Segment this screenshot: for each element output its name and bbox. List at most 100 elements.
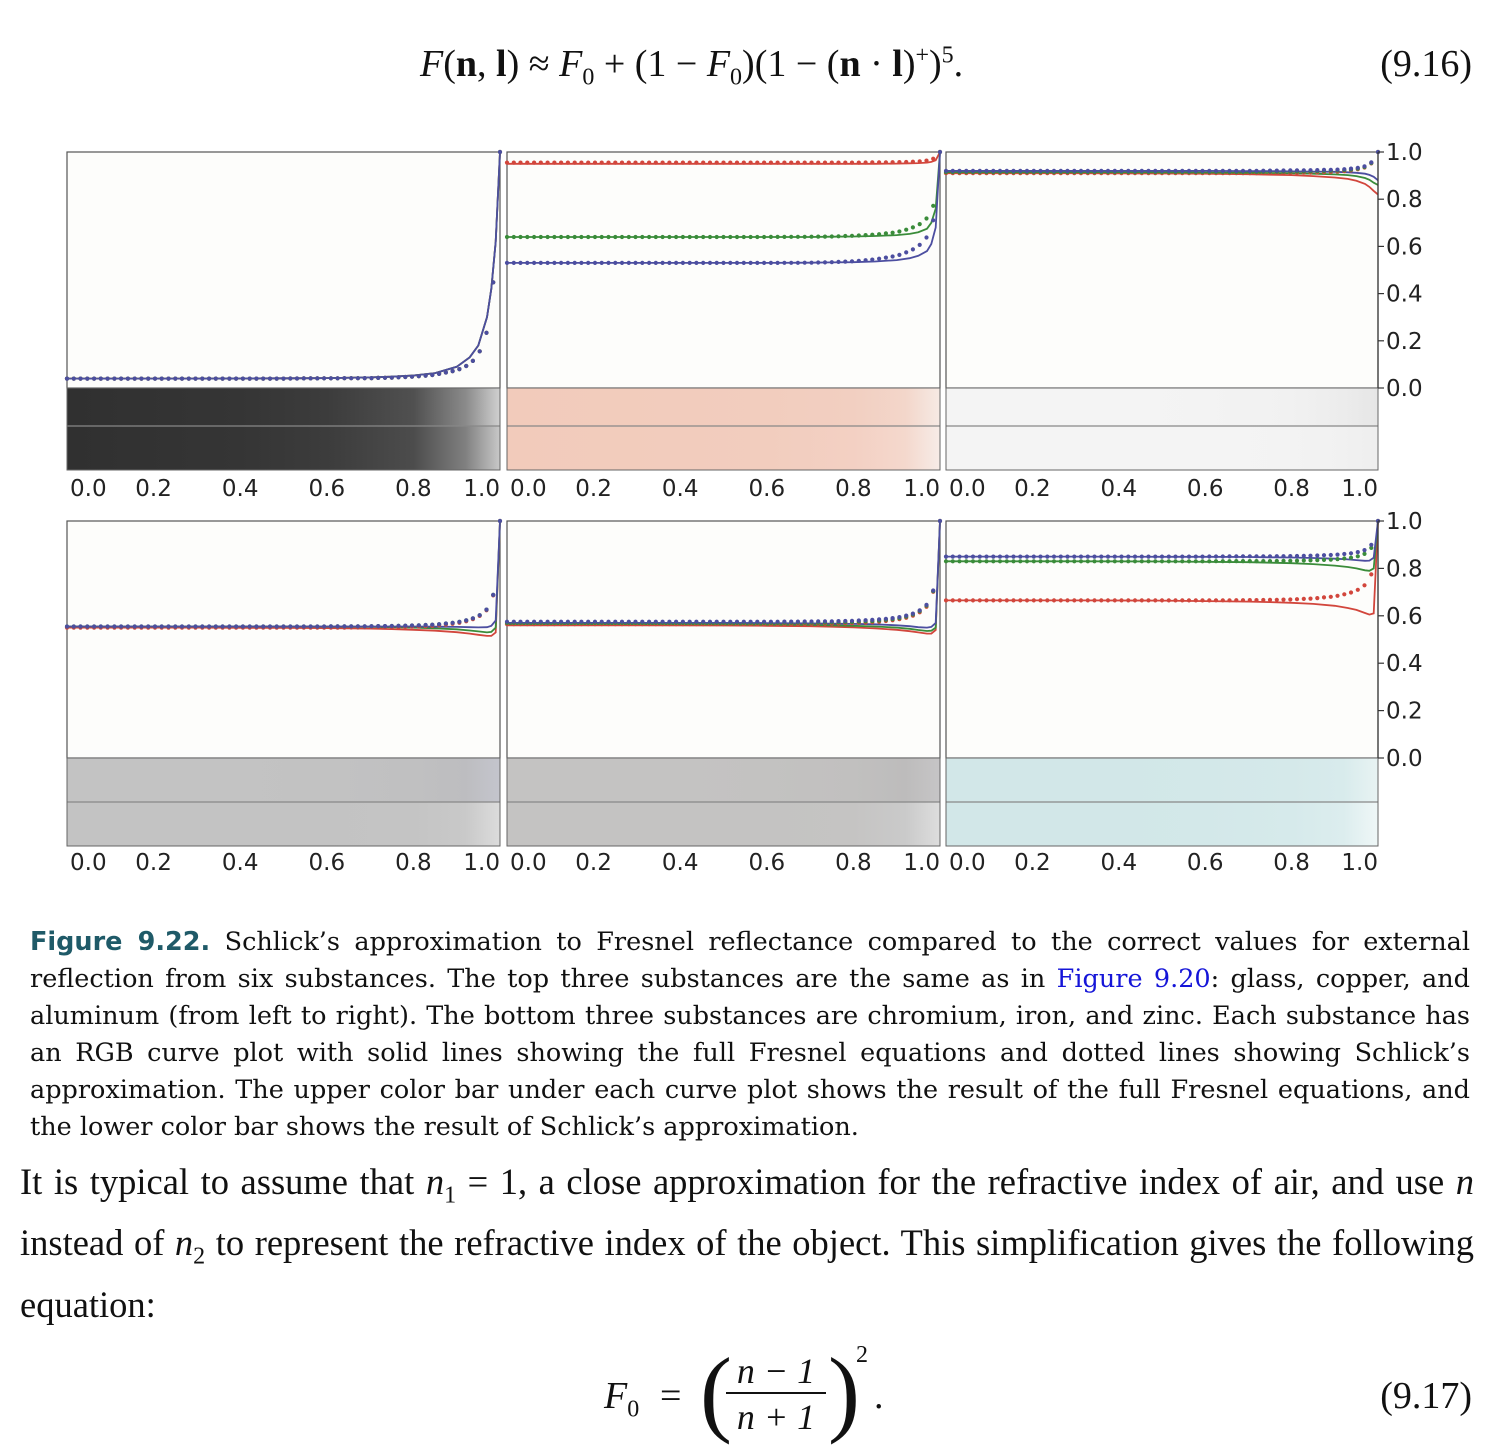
schlick-dot-blue-chromium [294, 624, 300, 629]
schlick-dot-blue-copper [910, 247, 916, 252]
schlick-dot-red-zinc [1119, 598, 1124, 603]
schlick-dot-blue-zinc [1328, 552, 1333, 558]
schlick-dot-blue-aluminum [1213, 168, 1219, 173]
schlick-dot-blue-iron [789, 619, 794, 624]
y-tick-label-aluminum: 1.0 [1386, 140, 1423, 166]
figure-9-20-link[interactable]: Figure 9.20 [1056, 964, 1211, 994]
schlick-dot-blue-chromium [443, 621, 448, 626]
schlick-dot-blue-zinc [1132, 554, 1138, 559]
schlick-dot-red-copper [843, 160, 848, 165]
schlick-dot-red-copper [565, 160, 571, 165]
schlick-dot-green-zinc [977, 559, 982, 564]
schlick-dot-blue-copper [802, 260, 807, 265]
schlick-dot-red-copper [877, 160, 882, 165]
schlick-dot-red-copper [795, 160, 801, 165]
schlick-dot-blue-copper [734, 260, 740, 265]
schlick-dot-green-copper [782, 234, 787, 239]
schlick-dot-green-zinc [1207, 559, 1212, 564]
schlick-dot-green-zinc [1112, 559, 1117, 564]
schlick-dot-red-copper [579, 160, 584, 165]
schlick-dot-blue-copper [795, 260, 801, 265]
schlick-dot-blue-aluminum [1024, 168, 1030, 173]
schlick-dot-green-zinc [1038, 559, 1043, 564]
color-bar-full-iron [507, 758, 940, 802]
schlick-dot-red-zinc [1153, 598, 1158, 603]
schlick-dot-green-copper [633, 234, 638, 240]
schlick-dot-blue-glass [430, 372, 435, 378]
schlick-dot-blue-zinc [1085, 554, 1090, 559]
schlick-dot-red-zinc [1139, 598, 1144, 603]
schlick-dot-red-zinc [1335, 593, 1340, 598]
schlick-dot-blue-iron [579, 619, 584, 624]
schlick-dot-blue-aluminum [1261, 168, 1266, 173]
schlick-dot-blue-aluminum [1173, 168, 1178, 173]
schlick-dot-blue-copper [674, 260, 679, 265]
schlick-dot-blue-chromium [92, 624, 97, 629]
schlick-dot-red-copper [518, 160, 523, 165]
schlick-dot-blue-chromium [112, 624, 117, 629]
schlick-dot-blue-iron [937, 518, 943, 524]
schlick-dot-blue-aluminum [1180, 168, 1185, 173]
schlick-dot-blue-zinc [1045, 554, 1050, 559]
schlick-dot-green-zinc [1321, 557, 1327, 562]
schlick-dot-blue-glass [328, 376, 333, 381]
schlick-dot-blue-glass [274, 376, 279, 381]
schlick-dot-blue-copper [849, 259, 855, 264]
schlick-dot-blue-zinc [1112, 554, 1117, 559]
schlick-dot-green-copper [734, 234, 740, 240]
schlick-dot-blue-chromium [403, 623, 408, 628]
schlick-dot-blue-iron [910, 611, 916, 616]
schlick-dot-blue-iron [890, 616, 895, 621]
schlick-dot-red-zinc [1004, 598, 1009, 603]
schlick-dot-blue-glass [342, 376, 347, 381]
schlick-dot-blue-aluminum [1328, 167, 1333, 172]
schlick-dot-blue-chromium [267, 624, 273, 629]
schlick-dot-blue-iron [619, 619, 625, 624]
color-bar-schlick-copper [507, 426, 940, 470]
schlick-dot-blue-zinc [1186, 554, 1192, 559]
schlick-dot-blue-aluminum [1288, 168, 1293, 173]
schlick-dot-blue-copper [633, 260, 638, 265]
schlick-dot-blue-zinc [1348, 551, 1354, 556]
schlick-dot-blue-aluminum [1072, 168, 1077, 173]
schlick-dot-green-zinc [1227, 559, 1232, 564]
schlick-dot-red-copper [822, 160, 828, 165]
color-bar-full-zinc [946, 758, 1378, 802]
schlick-dot-blue-zinc [1207, 554, 1212, 559]
schlick-dot-blue-chromium [355, 624, 360, 629]
schlick-dot-blue-iron [721, 619, 726, 624]
schlick-dot-blue-iron [532, 619, 537, 624]
schlick-dot-blue-chromium [416, 623, 421, 628]
schlick-dot-blue-aluminum [1234, 168, 1239, 173]
schlick-dot-red-zinc [1112, 598, 1117, 603]
schlick-dot-green-copper [802, 234, 807, 239]
schlick-dot-blue-zinc [1058, 554, 1063, 559]
schlick-dot-blue-glass [152, 376, 158, 381]
schlick-dot-blue-copper [755, 260, 760, 265]
schlick-dot-red-copper [897, 160, 902, 165]
schlick-dot-blue-copper [606, 260, 611, 265]
schlick-dot-blue-copper [904, 250, 909, 255]
schlick-dot-blue-zinc [1051, 554, 1057, 559]
schlick-dot-red-copper [504, 160, 510, 165]
schlick-dot-blue-copper [545, 260, 550, 265]
schlick-dot-blue-aluminum [1362, 164, 1367, 169]
schlick-dot-blue-copper [565, 260, 571, 265]
schlick-dot-red-copper [525, 160, 530, 165]
schlick-dot-blue-iron [701, 619, 706, 624]
schlick-dot-blue-glass [220, 376, 225, 381]
schlick-dot-blue-copper [836, 259, 841, 264]
schlick-dot-green-copper [877, 232, 882, 237]
schlick-dot-blue-aluminum [1018, 168, 1023, 173]
schlick-dot-blue-chromium [342, 624, 347, 629]
fraction: n − 1 n + 1 [726, 1350, 826, 1437]
schlick-dot-blue-aluminum [1301, 168, 1306, 173]
schlick-dot-blue-aluminum [1153, 168, 1158, 173]
schlick-dot-red-copper [680, 160, 686, 165]
schlick-dot-blue-glass [403, 374, 408, 380]
schlick-dot-green-copper [579, 234, 584, 240]
schlick-dot-blue-aluminum [1315, 168, 1320, 173]
schlick-dot-blue-iron [599, 619, 604, 624]
schlick-dot-green-zinc [943, 559, 949, 564]
x-tick-label-glass: 0.2 [135, 476, 172, 502]
